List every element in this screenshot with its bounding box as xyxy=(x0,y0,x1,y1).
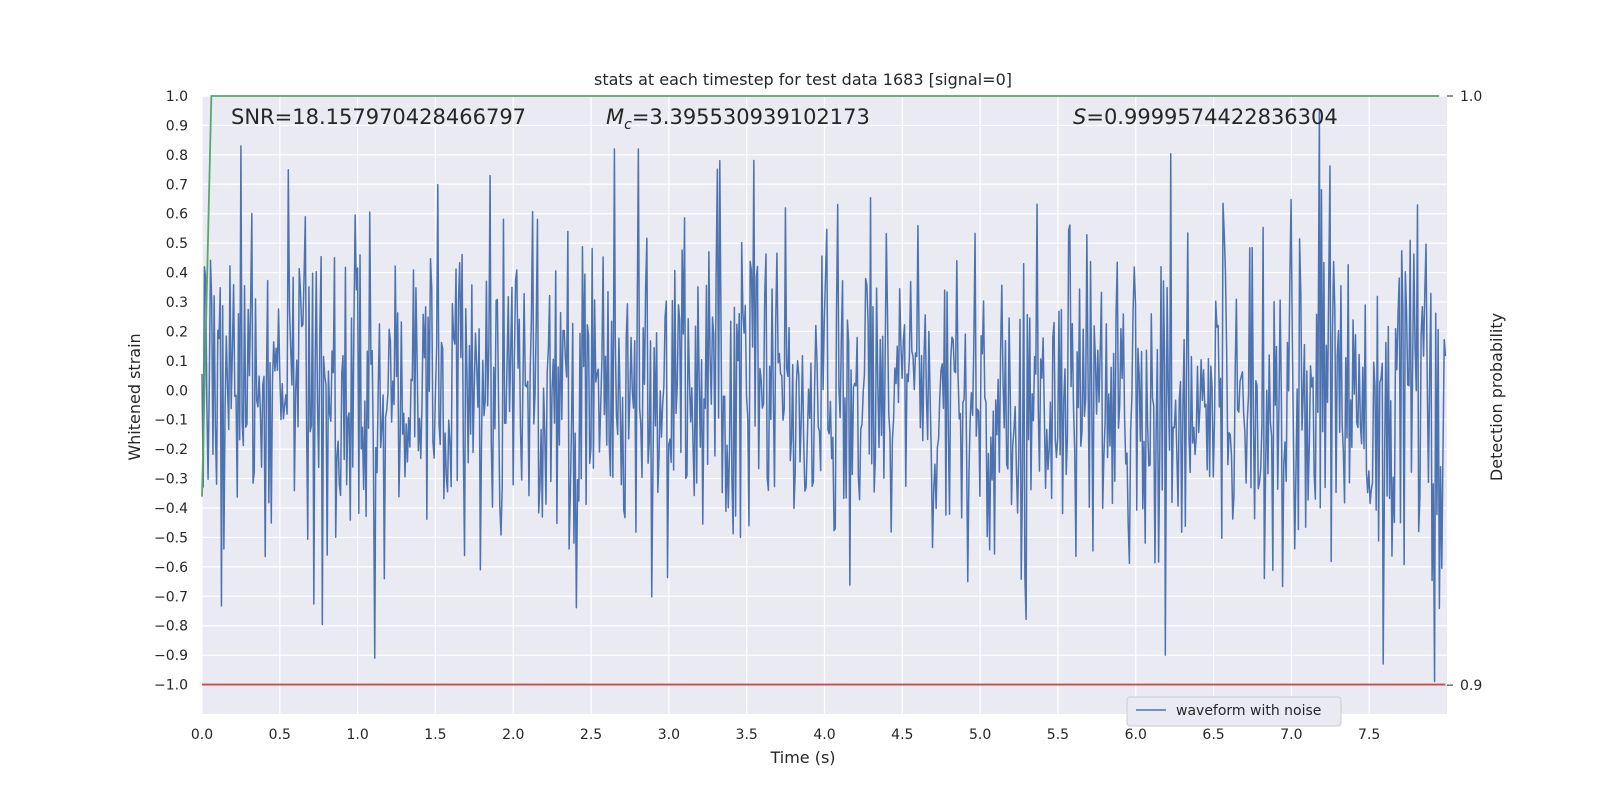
chirp-mass-subscript: c xyxy=(624,117,632,133)
x-tick-label: 2.5 xyxy=(580,727,602,743)
y-tick-label: −0.5 xyxy=(154,530,188,546)
y-axis-label: Whitened strain xyxy=(125,333,144,460)
y-tick-label: −0.3 xyxy=(154,472,188,488)
x-tick-label: 3.5 xyxy=(736,727,758,743)
y2-tick-label: 1.0 xyxy=(1460,89,1482,105)
x-tick-label: 6.5 xyxy=(1202,727,1224,743)
chirp-mass-value: =3.395530939102173 xyxy=(632,105,870,129)
snr-annotation: SNR=18.157970428466797 xyxy=(231,105,526,129)
chirp-mass-annotation: Mc=3.395530939102173 xyxy=(606,105,870,133)
y-tick-label: −0.6 xyxy=(154,560,188,576)
y-tick-label: 0.7 xyxy=(166,177,188,193)
x-tick-label: 3.0 xyxy=(658,727,680,743)
series-layer xyxy=(201,95,1447,686)
y-tick-label: 1.0 xyxy=(166,89,188,105)
y-tick-label: −0.2 xyxy=(154,442,188,458)
x-tick-label: 7.0 xyxy=(1280,727,1302,743)
x-tick-label: 5.5 xyxy=(1047,727,1069,743)
y-tick-label: −0.9 xyxy=(154,648,188,664)
chart-title: stats at each timestep for test data 168… xyxy=(594,70,1012,89)
y-tick-label: −0.1 xyxy=(154,413,188,429)
y2-axis-label: Detection probability xyxy=(1487,313,1506,481)
s-annotation: S=0.9999574422836304 xyxy=(1073,105,1338,129)
y-tick-label: 0.6 xyxy=(166,207,188,223)
waveform-line xyxy=(201,109,1447,683)
y-tick-label: −0.4 xyxy=(154,501,188,517)
x-tick-label: 1.0 xyxy=(346,727,368,743)
y-tick-label: 0.5 xyxy=(166,236,188,252)
x-tick-label: 4.5 xyxy=(891,727,913,743)
ticks: 0.0 0.5 1.0 1.5 2.0 2.5 3.0 3.5 4.0 4.5 5.0 5.5 6.0 6… xyxy=(154,89,1482,743)
y-tick-label: −0.7 xyxy=(154,589,188,605)
y-tick-label: −0.8 xyxy=(154,619,188,635)
legend-label: waveform with noise xyxy=(1176,703,1321,719)
x-tick-label: 7.5 xyxy=(1358,727,1380,743)
x-tick-label: 4.0 xyxy=(813,727,835,743)
detection-probability-line xyxy=(201,95,1440,497)
x-tick-label: 0.5 xyxy=(269,727,291,743)
chirp-mass-symbol: M xyxy=(606,105,624,129)
s-value: =0.9999574422836304 xyxy=(1086,105,1337,129)
y-tick-label: 0.9 xyxy=(166,118,188,134)
y-tick-label: 0.0 xyxy=(166,383,188,399)
x-tick-label: 2.0 xyxy=(502,727,524,743)
legend: waveform with noise xyxy=(1126,696,1342,727)
s-symbol: S xyxy=(1073,105,1086,129)
legend-box xyxy=(1126,696,1342,727)
y2-tick-label: 0.9 xyxy=(1460,678,1482,694)
y-tick-label: 0.8 xyxy=(166,148,188,164)
x-tick-label: 1.5 xyxy=(424,727,446,743)
y-tick-label: −1.0 xyxy=(154,678,188,694)
y-tick-label: 0.4 xyxy=(166,266,188,282)
x-axis-label: Time (s) xyxy=(769,748,835,767)
x-tick-label: 6.0 xyxy=(1125,727,1147,743)
y-tick-label: 0.1 xyxy=(166,354,188,370)
x-tick-label: 0.0 xyxy=(191,727,213,743)
x-tick-label: 5.0 xyxy=(969,727,991,743)
y-tick-label: 0.2 xyxy=(166,324,188,340)
y-tick-label: 0.3 xyxy=(166,295,188,311)
